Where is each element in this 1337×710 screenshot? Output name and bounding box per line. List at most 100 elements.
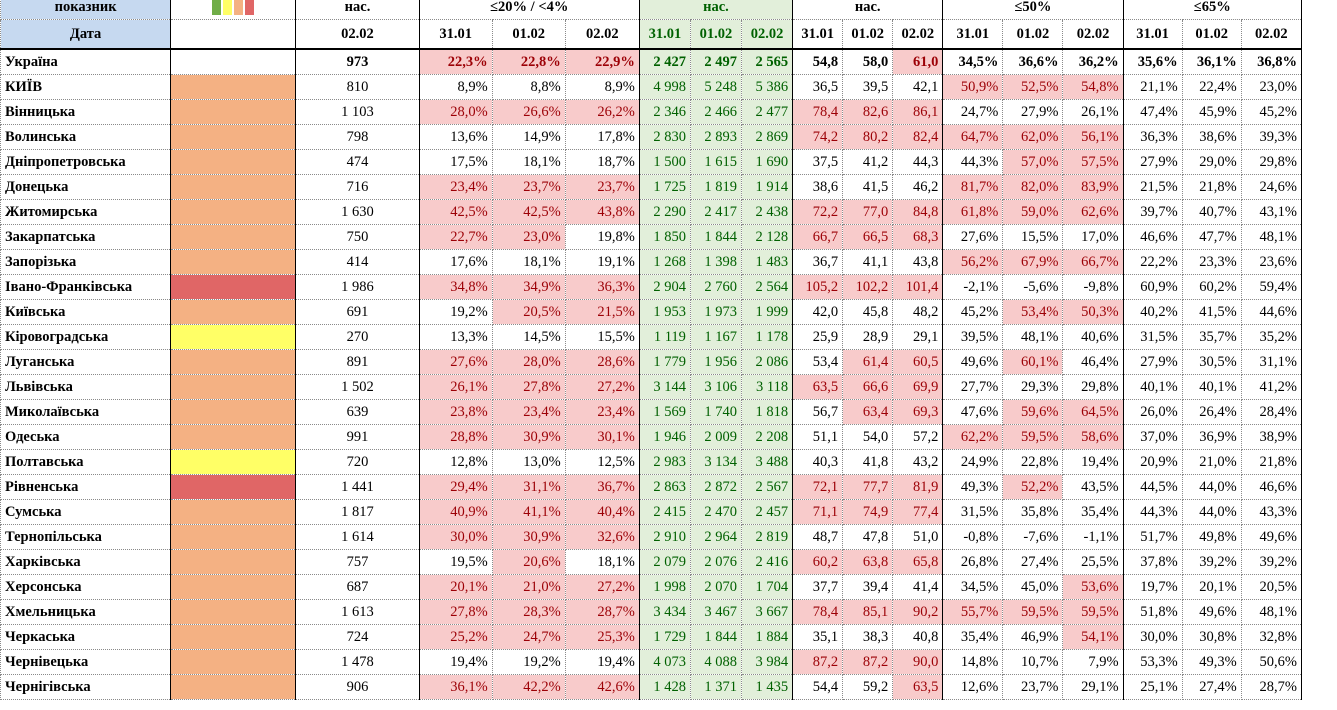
legend-swatch: [245, 0, 255, 16]
value-cell: 74,9: [842, 499, 894, 525]
value-cell: 20,1%: [1181, 574, 1242, 600]
value-cell: 52,2%: [1002, 474, 1064, 500]
value-cell: 1 818: [740, 399, 794, 425]
header-cell: нас.: [295, 0, 420, 20]
population: 1 441: [295, 474, 420, 500]
value-cell: 17,8%: [564, 124, 640, 150]
value-cell: 25,1%: [1122, 674, 1183, 700]
value-cell: 13,3%: [418, 324, 493, 350]
value-cell: 54,1%: [1062, 624, 1124, 650]
value-cell: 50,9%: [942, 74, 1004, 100]
value-cell: 10,7%: [1002, 649, 1064, 675]
value-cell: 2 346: [638, 99, 691, 125]
value-cell: 90,0: [892, 649, 944, 675]
value-cell: 29,0%: [1181, 149, 1242, 175]
region-name: Україна: [0, 48, 172, 75]
value-cell: 49,6%: [1181, 599, 1242, 625]
value-cell: 45,0%: [1002, 574, 1064, 600]
value-cell: -5,6%: [1002, 274, 1064, 300]
value-cell: 19,7%: [1122, 574, 1183, 600]
value-cell: 41,1%: [491, 499, 566, 525]
value-cell: 37,8%: [1122, 549, 1183, 575]
value-cell: 50,3%: [1062, 299, 1124, 325]
value-cell: 59,5%: [1002, 599, 1064, 625]
value-cell: 29,1%: [1062, 674, 1124, 700]
value-cell: 3 488: [740, 449, 794, 475]
value-cell: 19,8%: [564, 224, 640, 250]
value-cell: 51,8%: [1122, 599, 1183, 625]
value-cell: 52,5%: [1002, 74, 1064, 100]
region-row: Сумська 1 817 40,9% 41,1% 40,4% 2 415 2 470 2 4…: [0, 499, 1303, 525]
value-cell: 35,2%: [1240, 324, 1303, 350]
value-cell: 40,6%: [1062, 324, 1124, 350]
value-cell: 19,1%: [564, 249, 640, 275]
date-row: Дата 02.02 31.01 01.02 02.02 31.01 01.02 02.02 3…: [0, 19, 1303, 50]
value-cell: 30,8%: [1181, 624, 1242, 650]
value-cell: 45,9%: [1181, 99, 1242, 125]
value-cell: 27,6%: [418, 349, 493, 375]
value-cell: 1 779: [638, 349, 691, 375]
value-cell: 23,4%: [418, 174, 493, 200]
value-cell: 59,4%: [1240, 274, 1303, 300]
value-cell: 20,6%: [491, 549, 566, 575]
status-cell: [170, 124, 297, 150]
value-cell: 59,6%: [1002, 399, 1064, 425]
value-cell: 69,3: [892, 399, 944, 425]
value-cell: 36,9%: [1181, 424, 1242, 450]
status-empty: [170, 19, 297, 50]
value-cell: 29,8%: [1062, 374, 1124, 400]
value-cell: 30,9%: [491, 524, 566, 550]
value-cell: 42,2%: [491, 674, 566, 700]
region-row: Чернігівська 906 36,1% 42,2% 42,6% 1 428 1 371…: [0, 674, 1303, 700]
value-cell: 2 290: [638, 199, 691, 225]
region-row: Київська 691 19,2% 20,5% 21,5% 1 953 1 973 1 99…: [0, 299, 1303, 325]
value-cell: 44,3: [892, 149, 944, 175]
value-cell: 74,2: [792, 124, 844, 150]
value-cell: 66,7%: [1062, 249, 1124, 275]
status-cell: [170, 48, 297, 75]
value-cell: 63,4: [842, 399, 894, 425]
value-cell: 40,1%: [1122, 374, 1183, 400]
header-cell: ≤20% / <4%: [418, 0, 640, 20]
value-cell: 1 428: [638, 674, 691, 700]
value-cell: 87,2: [792, 649, 844, 675]
value-cell: 21,0%: [1181, 449, 1242, 475]
value-cell: 19,4%: [1062, 449, 1124, 475]
region-row: Дніпропетровська 474 17,5% 18,1% 18,7% 1 500 1…: [0, 149, 1303, 175]
value-cell: 22,3%: [418, 48, 493, 75]
value-cell: 2 964: [689, 524, 743, 550]
value-cell: 30,1%: [564, 424, 640, 450]
value-cell: 18,1%: [491, 249, 566, 275]
legend-swatch: [212, 0, 222, 16]
value-cell: 30,0%: [1122, 624, 1183, 650]
date-cell: 31.01: [792, 19, 844, 50]
value-cell: 43,8%: [564, 199, 640, 225]
value-cell: 38,9%: [1240, 424, 1303, 450]
header-row: показник нас. ≤20% / <4% нас. нас. ≤50% ≤65%: [0, 0, 1303, 20]
date-cell: 31.01: [1122, 19, 1183, 50]
value-cell: 2 076: [689, 549, 743, 575]
value-cell: 54,8%: [1062, 74, 1124, 100]
value-cell: 28,7%: [1240, 674, 1303, 700]
region-name: Житомирська: [0, 199, 172, 225]
status-cell: [170, 174, 297, 200]
value-cell: 2 477: [740, 99, 794, 125]
value-cell: 1 483: [740, 249, 794, 275]
value-cell: 60,5: [892, 349, 944, 375]
value-cell: 48,1%: [1002, 324, 1064, 350]
date-cell: 01.02: [491, 19, 566, 50]
value-cell: 2 564: [740, 274, 794, 300]
value-cell: 37,7: [792, 574, 844, 600]
value-cell: 41,2: [842, 149, 894, 175]
value-cell: 42,5%: [491, 199, 566, 225]
value-cell: 26,0%: [1122, 399, 1183, 425]
value-cell: 19,2%: [491, 649, 566, 675]
date-cell: 31.01: [942, 19, 1004, 50]
population: 1 630: [295, 199, 420, 225]
value-cell: 44,3%: [1122, 499, 1183, 525]
value-cell: 29,8%: [1240, 149, 1303, 175]
status-cell: [170, 424, 297, 450]
value-cell: 27,6%: [942, 224, 1004, 250]
value-cell: 54,0: [842, 424, 894, 450]
